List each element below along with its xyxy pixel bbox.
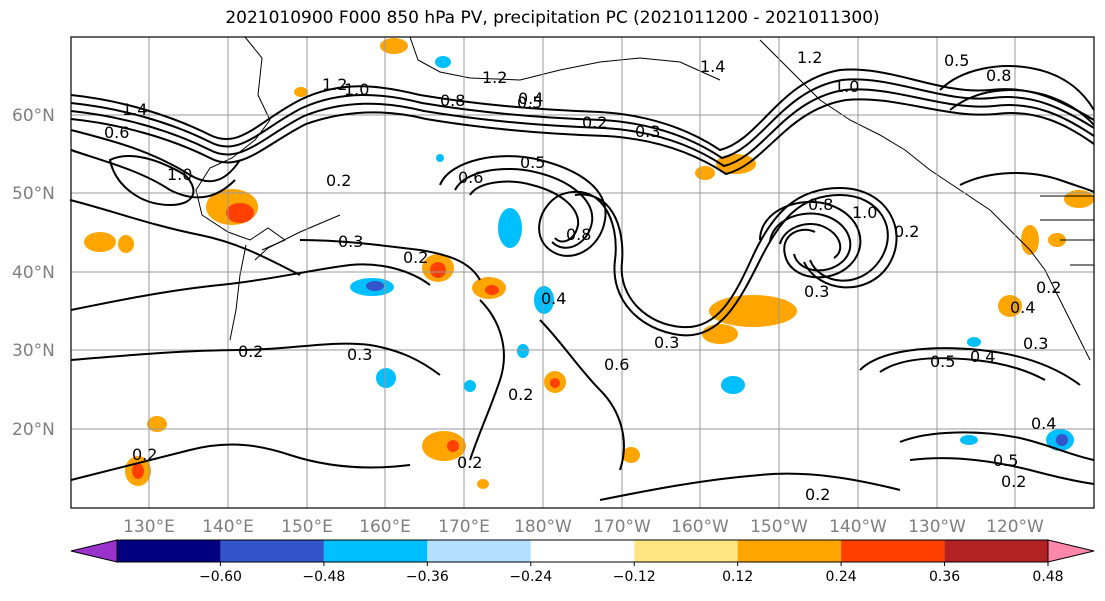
lon-label: 180°W xyxy=(514,517,572,537)
contour-label: 0.2 xyxy=(582,113,607,132)
lon-label: 150°W xyxy=(750,517,808,537)
colorbar-tick-label: −0.12 xyxy=(613,569,656,585)
contour-label: 1.0 xyxy=(852,203,877,222)
map-title: 2021010900 F000 850 hPa PV, precipitatio… xyxy=(225,8,880,28)
lat-label: 50°N xyxy=(12,184,55,204)
lon-label: 130°W xyxy=(908,517,966,537)
contour-label: 0.4 xyxy=(518,89,543,108)
colorbar-swatch xyxy=(220,540,324,562)
contour-label: 0.4 xyxy=(1031,414,1056,433)
lon-label: 160°E xyxy=(359,517,411,537)
contour-label: 1.0 xyxy=(344,80,369,99)
contour-label: 0.6 xyxy=(458,168,483,187)
colorbar-swatch xyxy=(323,540,428,562)
contour-label: 0.2 xyxy=(326,171,351,190)
lon-label: 120°W xyxy=(986,517,1044,537)
contour-label: 0.5 xyxy=(993,451,1018,470)
colorbar-tick-label: −0.60 xyxy=(199,569,242,585)
contour-label: 0.2 xyxy=(1001,472,1026,491)
contour-label: 0.3 xyxy=(347,345,372,364)
lon-label: 170°E xyxy=(438,517,490,537)
colorbar-swatch xyxy=(737,540,842,562)
contour-label: 0.5 xyxy=(520,153,545,172)
colorbar-swatch xyxy=(427,540,531,562)
contour-label: 0.6 xyxy=(604,355,629,374)
pv-contours xyxy=(69,65,1095,501)
contour-label: 1.2 xyxy=(322,75,347,94)
colorbar-swatch xyxy=(841,540,945,562)
colorbar-tick-label: −0.48 xyxy=(302,569,345,585)
contour-labels: 1.2 1.0 1.2 0.8 0.5 0.4 0.2 0.3 1.4 0.6 … xyxy=(104,48,1061,504)
contour-label: 0.2 xyxy=(403,248,428,267)
colorbar-swatch xyxy=(634,540,738,562)
lon-label: 130°E xyxy=(123,517,175,537)
colorbar-extend-low xyxy=(70,539,118,563)
colorbar-tick-label: 0.48 xyxy=(1032,569,1063,585)
lat-label: 20°N xyxy=(12,420,55,440)
map-panel xyxy=(69,36,1095,509)
lat-label: 40°N xyxy=(12,263,55,283)
contour-label: 0.8 xyxy=(986,66,1011,85)
contour-label: 0.8 xyxy=(440,91,465,110)
contour-label: 0.2 xyxy=(1036,278,1061,297)
longitude-labels: 130°E 140°E 150°E 160°E 170°E 180°W 170°… xyxy=(123,517,1044,537)
contour-label: 1.2 xyxy=(797,48,822,67)
contour-label: 0.3 xyxy=(654,333,679,352)
contour-label: 0.4 xyxy=(1010,298,1035,317)
colorbar-tick-label: 0.36 xyxy=(929,569,960,585)
lat-label: 30°N xyxy=(12,341,55,361)
colorbar-extend-high xyxy=(1047,539,1095,563)
contour-label: 0.4 xyxy=(541,289,566,308)
contour-label: 0.6 xyxy=(104,123,129,142)
contour-label: 0.3 xyxy=(804,282,829,301)
contour-label: 1.4 xyxy=(700,57,725,76)
colorbar-tick-label: 0.24 xyxy=(826,569,857,585)
contour-label: 0.2 xyxy=(457,453,482,472)
contour-label: 1.0 xyxy=(167,165,192,184)
contour-label: 0.4 xyxy=(970,347,995,366)
lat-label: 60°N xyxy=(12,106,55,126)
contour-label: 0.3 xyxy=(338,232,363,251)
contour-label: 0.2 xyxy=(238,342,263,361)
map-frame xyxy=(70,36,1095,509)
contour-label: 0.2 xyxy=(805,485,830,504)
colorbar-tick-label: 0.12 xyxy=(722,569,753,585)
colorbar-outline xyxy=(116,539,1049,563)
colorbar-swatch xyxy=(530,540,635,562)
contour-label: 0.3 xyxy=(635,122,660,141)
contour-label: 0.2 xyxy=(508,385,533,404)
contour-label: 0.5 xyxy=(930,352,955,371)
lon-label: 150°E xyxy=(281,517,333,537)
colorbar: −0.60 −0.48 −0.36 −0.24 −0.12 0.12 0.24 0.36 0.4… xyxy=(70,539,1095,585)
contour-label: 1.0 xyxy=(834,77,859,96)
contour-label: 0.2 xyxy=(132,445,157,464)
contour-label: 0.8 xyxy=(808,195,833,214)
gridlines xyxy=(71,37,1094,508)
contour-label: 1.2 xyxy=(482,68,507,87)
contour-label: 0.8 xyxy=(566,225,591,244)
contour-label: 1.4 xyxy=(122,100,147,119)
lon-label: 140°W xyxy=(829,517,887,537)
contour-label: 0.3 xyxy=(1023,334,1048,353)
lon-label: 170°W xyxy=(593,517,651,537)
colorbar-tick-label: −0.36 xyxy=(406,569,449,585)
latitude-labels: 60°N 50°N 40°N 30°N 20°N xyxy=(12,106,55,440)
contour-label: 0.5 xyxy=(517,93,542,112)
colorbar-swatch xyxy=(944,540,1048,562)
contour-label: 0.2 xyxy=(894,222,919,241)
lon-label: 140°E xyxy=(202,517,254,537)
colorbar-tick-label: −0.24 xyxy=(509,569,552,585)
coastlines xyxy=(195,36,1094,361)
contour-label: 0.5 xyxy=(944,51,969,70)
lon-label: 160°W xyxy=(671,517,729,537)
precipitation-shading xyxy=(84,38,1094,489)
colorbar-swatch xyxy=(117,540,221,562)
